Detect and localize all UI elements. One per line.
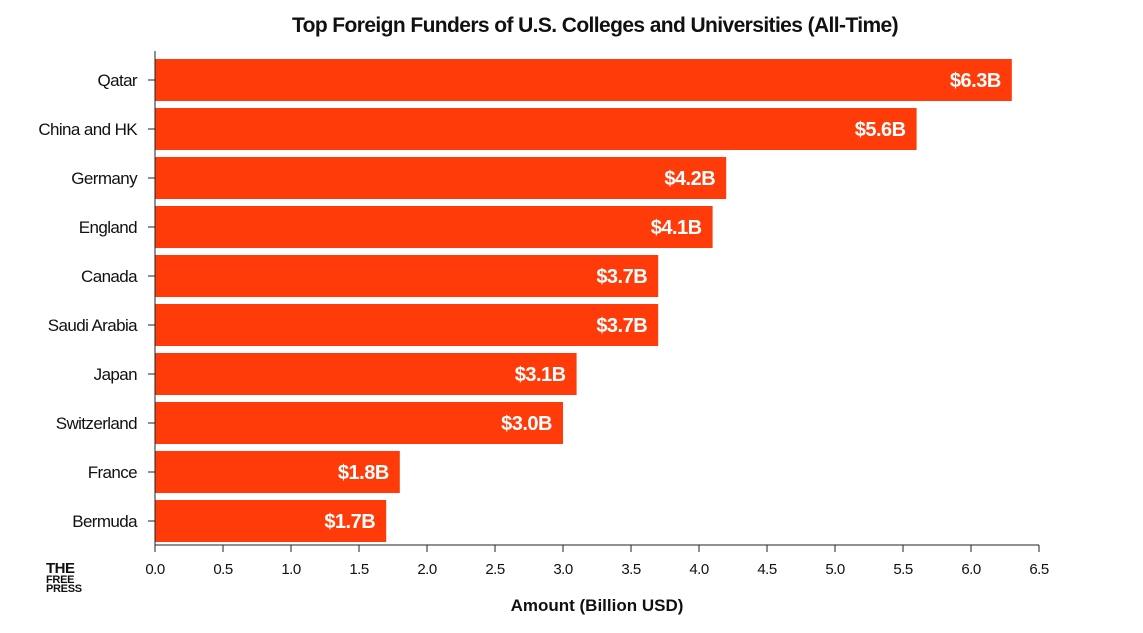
category-label: England xyxy=(79,218,137,237)
data-label: $4.1B xyxy=(651,217,702,239)
bar-france xyxy=(155,451,400,493)
x-tick-label: 6.0 xyxy=(961,561,981,578)
logo-line-1: THE xyxy=(46,560,75,577)
category-label: Bermuda xyxy=(72,512,138,531)
x-tick-label: 1.5 xyxy=(349,561,369,578)
bar-qatar xyxy=(155,59,1012,101)
bar-england xyxy=(155,206,713,248)
data-label: $5.6B xyxy=(855,119,906,141)
data-label: $4.2B xyxy=(664,168,715,190)
x-tick-label: 5.5 xyxy=(893,561,913,578)
bar-saudi-arabia xyxy=(155,304,659,346)
category-label: Japan xyxy=(94,365,137,384)
x-tick-label: 6.5 xyxy=(1029,561,1049,578)
x-tick-label: 1.0 xyxy=(281,561,301,578)
data-label: $3.7B xyxy=(596,315,647,337)
chart-title: Top Foreign Funders of U.S. Colleges and… xyxy=(291,14,899,37)
logo-line-2: FREE xyxy=(46,573,75,586)
data-label: $3.0B xyxy=(501,413,552,435)
axes-layer: Qatar China and HK Germany England Canada Sau… xyxy=(38,51,1049,615)
x-tick-label: 2.5 xyxy=(485,561,505,578)
the-free-press-logo: THE FREE PRESS xyxy=(46,560,86,596)
category-label: France xyxy=(88,463,137,482)
category-label: Germany xyxy=(71,169,138,188)
data-label: $1.7B xyxy=(324,511,375,533)
x-tick-label: 3.5 xyxy=(621,561,641,578)
category-label: Canada xyxy=(81,267,138,286)
bar-japan xyxy=(155,353,577,395)
logo-line-3: PRESS xyxy=(46,583,82,596)
category-label: Qatar xyxy=(97,71,137,90)
data-label: $6.3B xyxy=(950,70,1001,92)
x-tick-label: 2.0 xyxy=(417,561,437,578)
data-label: $3.1B xyxy=(515,364,566,386)
x-tick-label: 4.5 xyxy=(757,561,777,578)
bars-layer xyxy=(155,59,1012,542)
category-label: Switzerland xyxy=(56,414,137,433)
bar-canada xyxy=(155,255,659,297)
x-axis-title: Amount (Billion USD) xyxy=(511,596,684,615)
bar-bermuda xyxy=(155,500,387,542)
bar-switzerland xyxy=(155,402,563,444)
x-tick-label: 3.0 xyxy=(553,561,573,578)
data-label: $3.7B xyxy=(596,266,647,288)
x-tick-label: 0.0 xyxy=(145,561,165,578)
category-label: Saudi Arabia xyxy=(48,316,138,335)
bar-china-and-hk xyxy=(155,108,917,150)
x-tick-label: 4.0 xyxy=(689,561,709,578)
x-tick-label: 5.0 xyxy=(825,561,845,578)
x-tick-label: 0.5 xyxy=(213,561,233,578)
data-label: $1.8B xyxy=(338,462,389,484)
category-label: China and HK xyxy=(38,120,138,139)
data-labels-layer: $6.3B $5.6B $4.2B $4.1B $3.7B $3.7B $3.1B $3.0B… xyxy=(324,70,1001,533)
bar-germany xyxy=(155,157,727,199)
